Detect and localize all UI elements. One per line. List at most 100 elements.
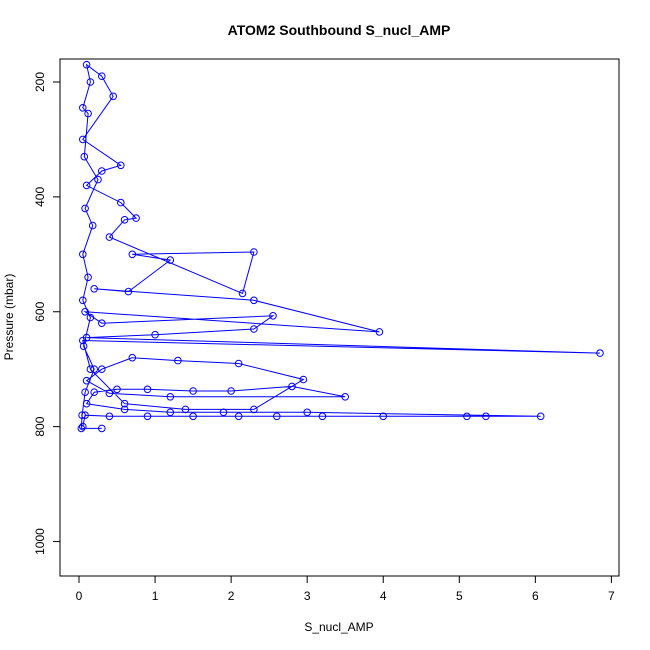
data-point	[117, 161, 125, 170]
data-point	[341, 393, 350, 401]
data-point	[143, 412, 152, 421]
data-point	[269, 312, 277, 320]
data-point	[596, 349, 604, 357]
data-point	[98, 72, 106, 80]
data-point	[273, 412, 281, 421]
data-point	[189, 387, 197, 395]
data-point	[88, 221, 97, 230]
data-point	[120, 399, 129, 408]
series-line	[80, 63, 601, 429]
data-point	[303, 408, 312, 417]
x-tick-label: 7	[608, 589, 615, 603]
data-point	[117, 198, 125, 207]
data-point	[79, 250, 87, 259]
data-point	[77, 424, 86, 433]
data-point	[84, 109, 92, 118]
data-point	[98, 424, 106, 433]
data-point	[181, 405, 190, 414]
data-point	[120, 216, 129, 224]
y-axis-label: Pressure (mbar)	[2, 274, 16, 361]
data-point	[189, 412, 197, 421]
data-point	[299, 375, 308, 384]
data-point	[90, 285, 98, 293]
data-point	[79, 342, 88, 351]
data-point	[120, 405, 129, 414]
data-point	[174, 356, 182, 365]
data-point	[128, 250, 137, 259]
x-tick-label: 6	[532, 589, 539, 603]
data-point	[234, 412, 243, 421]
x-axis: 0 1 2 3 4 5 6 7	[76, 575, 615, 603]
data-point	[98, 365, 106, 374]
data-point	[250, 296, 258, 305]
data-point	[166, 256, 175, 264]
data-point	[90, 365, 98, 374]
data-point	[84, 273, 92, 282]
data-point	[86, 313, 95, 322]
data-point	[105, 389, 114, 398]
data-point	[379, 412, 388, 421]
data-point	[109, 92, 117, 101]
data-point	[238, 289, 247, 298]
data-point	[81, 308, 89, 316]
data-point	[143, 385, 152, 394]
data-point	[536, 412, 545, 421]
data-point	[250, 248, 258, 256]
y-tick-label: 800	[33, 416, 47, 436]
data-point	[81, 204, 89, 213]
data-point	[132, 214, 140, 222]
data-point	[98, 167, 106, 175]
data-point	[79, 104, 87, 112]
data-point	[78, 411, 86, 420]
y-tick-label: 200	[33, 72, 47, 92]
x-tick-label: 4	[380, 589, 387, 603]
chart-title: ATOM2 Southbound S_nucl_AMP	[228, 22, 451, 38]
data-point	[94, 175, 102, 184]
x-tick-label: 0	[76, 589, 83, 603]
data-point	[82, 399, 91, 408]
data-point	[98, 319, 106, 328]
data-point	[79, 135, 87, 144]
data-point	[82, 60, 91, 69]
y-tick-label: 600	[33, 301, 47, 321]
x-tick-label: 2	[228, 589, 235, 603]
data-point	[482, 412, 490, 421]
data-point	[86, 365, 95, 374]
data-point	[318, 412, 327, 421]
data-point	[90, 388, 98, 397]
data-point	[81, 411, 89, 420]
x-tick-label: 5	[456, 589, 463, 603]
data-point	[375, 328, 384, 336]
x-tick-label: 3	[304, 589, 311, 603]
data-point	[288, 382, 296, 391]
data-point	[82, 333, 91, 342]
y-tick-label: 1000	[33, 528, 47, 555]
data-point	[124, 287, 133, 296]
data-point	[151, 330, 159, 339]
data-point	[105, 233, 114, 241]
y-tick-label: 400	[33, 187, 47, 207]
data-point	[81, 388, 89, 397]
data-point	[79, 422, 87, 431]
data-point	[82, 181, 91, 190]
data-point	[113, 385, 121, 394]
data-point	[105, 412, 114, 421]
data-point	[80, 152, 89, 161]
data-point	[166, 408, 175, 417]
data-point	[219, 408, 228, 417]
data-point	[79, 296, 87, 305]
data-point	[463, 412, 471, 421]
data-point	[250, 405, 258, 414]
data-point	[250, 325, 258, 333]
data-point	[128, 353, 137, 362]
x-tick-label: 1	[152, 589, 159, 603]
data-point	[227, 387, 235, 395]
y-axis: 200 400 600 800 1000	[33, 72, 61, 555]
series-layer	[77, 60, 604, 433]
data-point	[166, 393, 175, 401]
data-point	[86, 78, 95, 86]
data-point	[234, 359, 243, 368]
x-axis-label: S_nucl_AMP	[304, 620, 373, 634]
